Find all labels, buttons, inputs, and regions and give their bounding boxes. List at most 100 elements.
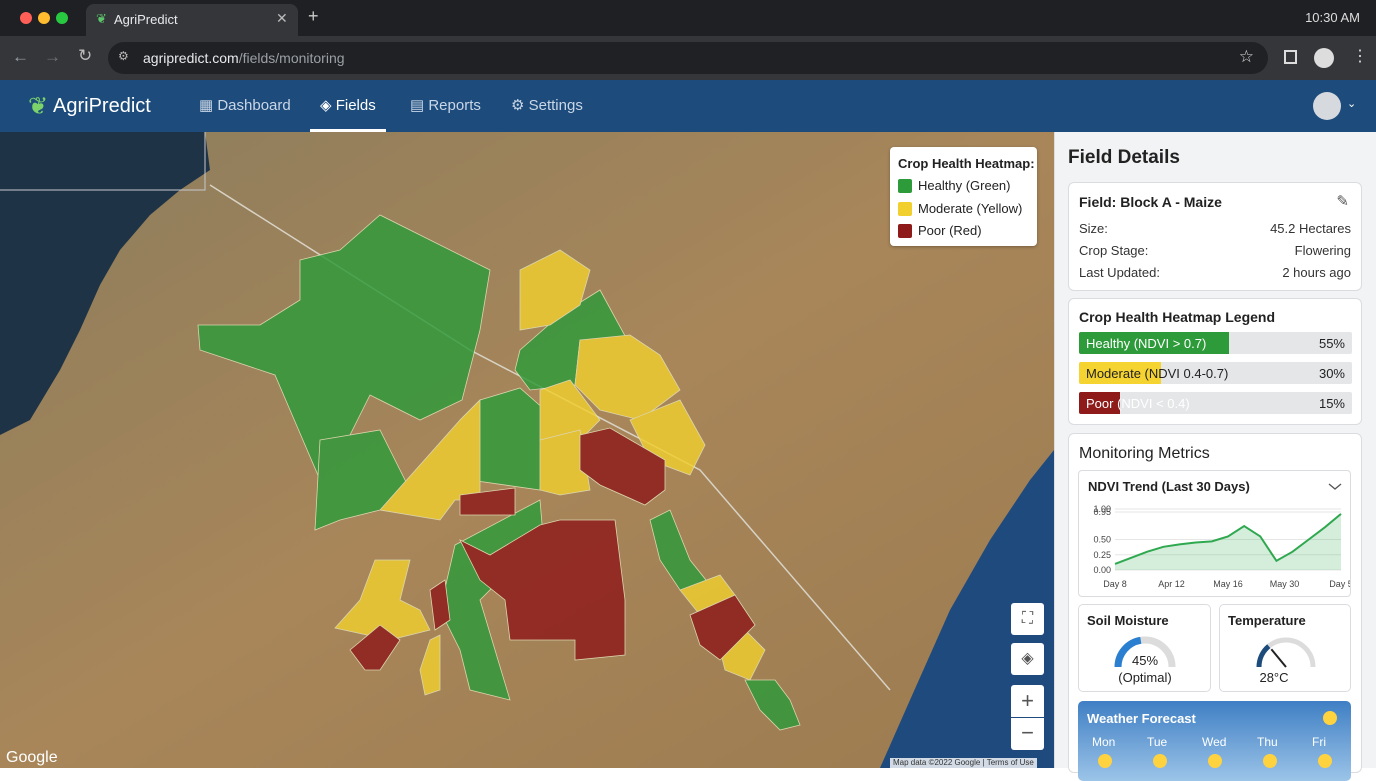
- row-value: Flowering: [1294, 243, 1351, 258]
- tab[interactable]: ❦ AgriPredict ✕: [86, 4, 298, 36]
- map-legend-title: Crop Health Heatmap:: [898, 156, 1035, 171]
- ndvi-dropdown[interactable]: [1328, 483, 1342, 490]
- health-legend-title: Crop Health Heatmap Legend: [1079, 309, 1276, 325]
- legend-label: Poor (Red): [918, 223, 982, 238]
- health-bar-label: Healthy (NDVI > 0.7): [1086, 336, 1207, 351]
- profile[interactable]: [1314, 48, 1334, 68]
- url-path: /fields/monitoring: [238, 50, 345, 66]
- tab-close[interactable]: ✕: [276, 10, 288, 26]
- field-poor[interactable]: [349, 624, 401, 671]
- layers[interactable]: ◈: [1011, 643, 1044, 675]
- y-tick-label: 0.25: [1093, 550, 1111, 560]
- metrics-title: Monitoring Metrics: [1079, 445, 1210, 462]
- weather-day: Wed: [1202, 735, 1227, 749]
- legend-swatch: [898, 201, 912, 216]
- tab-strip: ❦ AgriPredict ✕ + 10:30 AM: [0, 0, 1376, 36]
- field-moderate[interactable]: [539, 429, 591, 496]
- row-value: 45.2 Hectares: [1270, 221, 1351, 236]
- field-poor[interactable]: [429, 579, 451, 631]
- ndvi-chart: NDVI Trend (Last 30 Days) 1.000.95 0.50 0.…: [1078, 470, 1351, 597]
- field-moderate[interactable]: [574, 334, 681, 421]
- x-tick-label: Day 8: [1103, 579, 1127, 589]
- zoom-out[interactable]: −: [1011, 718, 1044, 750]
- terms-link[interactable]: Terms of Use: [986, 758, 1034, 767]
- soil-card: Soil Moisture 45% (Optimal): [1078, 604, 1211, 692]
- x-tick-label: May 30: [1270, 579, 1300, 589]
- ndvi-line: [1114, 513, 1342, 565]
- field-poor[interactable]: [459, 519, 626, 661]
- field-moderate[interactable]: [334, 559, 431, 641]
- reload[interactable]: ↻: [78, 46, 93, 65]
- legend-swatch: [898, 179, 912, 193]
- nav-fields[interactable]: ◈ Fields: [310, 80, 386, 132]
- field-poor[interactable]: [579, 427, 666, 506]
- url-host: agripredict.com: [143, 50, 239, 66]
- side-panel[interactable]: [1284, 50, 1297, 64]
- x-tick-label: Day 5: [1329, 579, 1351, 589]
- weather-icon: [1263, 754, 1277, 768]
- field-name: Field: Block A - Maize: [1079, 194, 1222, 210]
- map-layer: [0, 132, 1054, 768]
- tab-title: AgriPredict: [114, 12, 178, 27]
- edit-field[interactable]: ✎: [1336, 193, 1349, 210]
- maximize-window[interactable]: [56, 12, 68, 24]
- field-row: Crop Stage: Flowering: [1079, 243, 1351, 258]
- x-tick-label: Apr 12: [1158, 579, 1185, 589]
- bookmark[interactable]: ☆: [1238, 47, 1254, 66]
- health-legend-card: Crop Health Heatmap Legend Healthy (NDVI…: [1068, 298, 1362, 425]
- field-healthy[interactable]: [744, 679, 801, 731]
- field-moderate[interactable]: [419, 634, 441, 696]
- weather-card: Weather Forecast Mon Tue Wed Thu Fri: [1078, 701, 1351, 781]
- ocean: [880, 450, 1054, 768]
- field-poor[interactable]: [459, 487, 516, 516]
- ndvi-title: NDVI Trend (Last 30 Days): [1088, 479, 1250, 494]
- gauge-track: [1256, 637, 1316, 668]
- weather-icon: [1318, 754, 1332, 768]
- user-avatar[interactable]: [1313, 92, 1341, 120]
- nav-reports[interactable]: ▤ Reports: [410, 97, 481, 114]
- user-menu[interactable]: ⌄: [1347, 98, 1357, 110]
- menu[interactable]: ⋮: [1352, 48, 1368, 65]
- weather-day: Thu: [1257, 735, 1278, 749]
- nav-dashboard[interactable]: ▦ Dashboard: [199, 97, 291, 114]
- app-header: ❦ AgriPredict ⌄: [0, 80, 1376, 132]
- x-tick-label: May 16: [1213, 579, 1243, 589]
- field-moderate[interactable]: [379, 399, 481, 521]
- field-row: Last Updated: 2 hours ago: [1079, 265, 1351, 280]
- address-bar[interactable]: ⚙ agripredict.com/fields/monitoring ☆: [108, 42, 1268, 74]
- weather-icon: [1098, 754, 1112, 768]
- site-info[interactable]: ⚙: [118, 49, 129, 63]
- soil-title: Soil Moisture: [1087, 613, 1169, 628]
- y-tick-label: 1.00: [1093, 504, 1111, 514]
- close-window[interactable]: [20, 12, 32, 24]
- minimize-window[interactable]: [38, 12, 50, 24]
- field-row: Size: 45.2 Hectares: [1079, 221, 1351, 236]
- health-bar-label: Poor (NDVI < 0.4): [1086, 396, 1190, 411]
- nav-label: Dashboard: [217, 97, 291, 114]
- gauge-needle: [1270, 648, 1287, 668]
- forward[interactable]: →: [44, 47, 61, 66]
- legend-label: Moderate (Yellow): [918, 200, 1023, 216]
- field-moderate[interactable]: [519, 249, 591, 331]
- field-moderate[interactable]: [539, 379, 601, 441]
- row-label: Size:: [1079, 221, 1108, 236]
- lake: [0, 132, 210, 435]
- health-bar-percent: 15%: [1318, 396, 1345, 411]
- health-bar-percent: 55%: [1318, 336, 1345, 351]
- fullscreen[interactable]: ⛶: [1011, 603, 1044, 635]
- field-polygons: [197, 214, 801, 731]
- tab-icon: ❦: [96, 11, 107, 26]
- map[interactable]: [0, 132, 1054, 768]
- temperature-title: Temperature: [1228, 613, 1306, 628]
- nav-settings[interactable]: ⚙ Settings: [511, 97, 583, 114]
- legend-swatch: [898, 224, 912, 238]
- map-data: Map data ©2022 Google: [893, 758, 981, 767]
- field-poor[interactable]: [689, 594, 756, 661]
- back[interactable]: ←: [12, 47, 29, 66]
- brand[interactable]: AgriPredict: [53, 95, 151, 117]
- panel-title: Field Details: [1068, 147, 1180, 168]
- zoom-in[interactable]: +: [1011, 685, 1044, 717]
- new-tab[interactable]: +: [308, 6, 319, 26]
- health-bar-percent: 30%: [1318, 366, 1345, 381]
